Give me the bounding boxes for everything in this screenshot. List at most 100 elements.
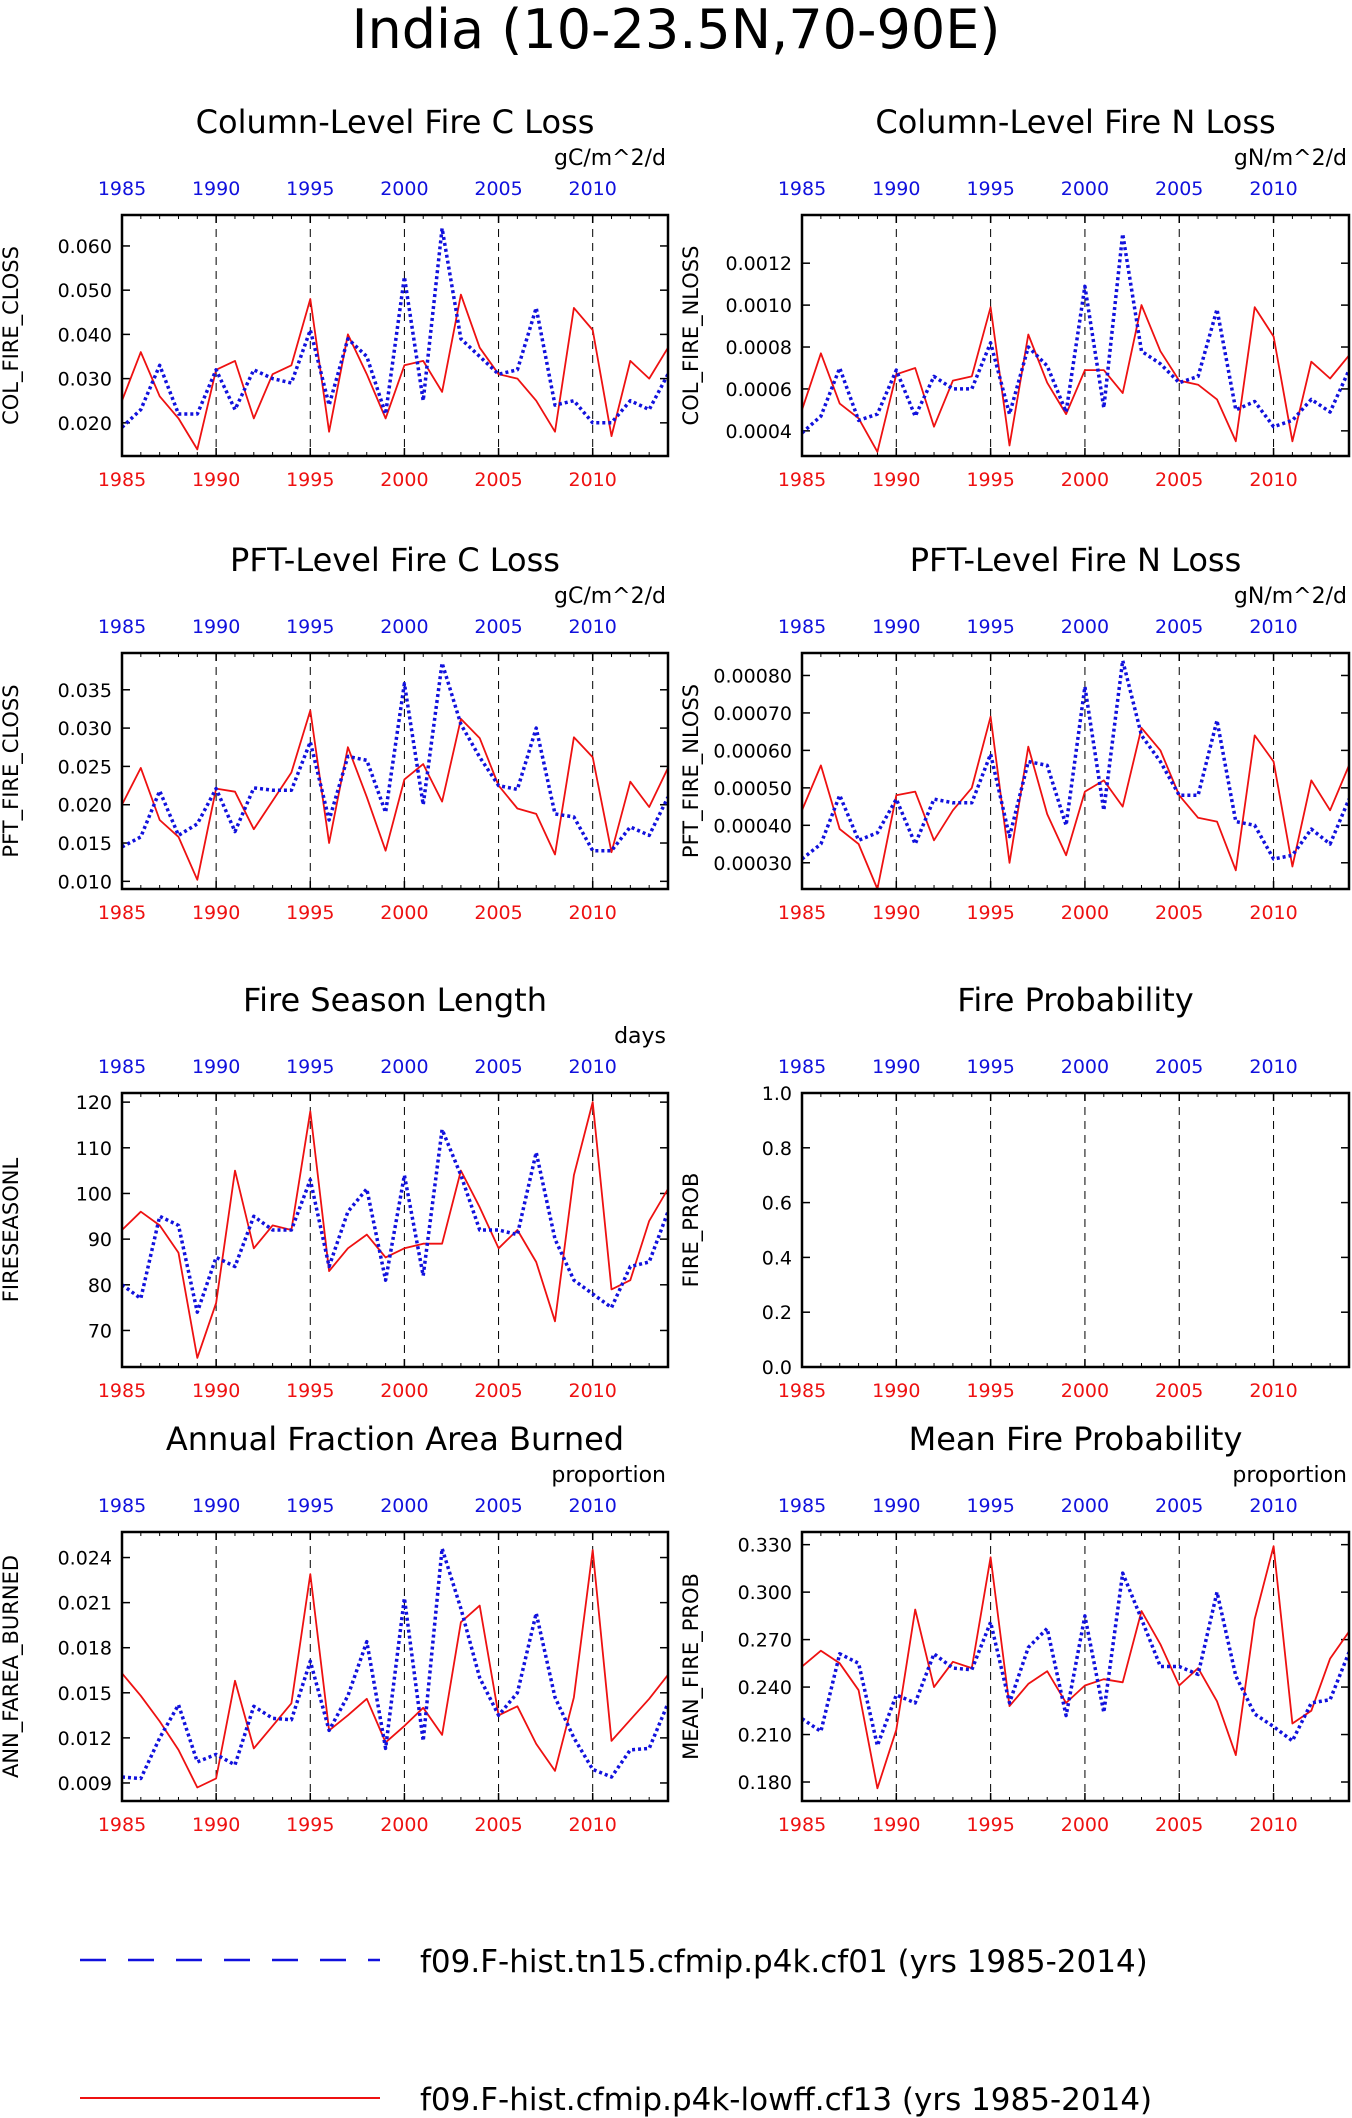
x-tick-label-top: 1995 — [286, 178, 334, 200]
x-tick-label-bottom: 1995 — [286, 1814, 334, 1836]
y-tick-label: 0.2 — [762, 1302, 792, 1324]
panel-units: gN/m^2/d — [1234, 146, 1347, 171]
chart-panel-8: Mean Fire Probability proportion 1985 1985 1… — [679, 1420, 1351, 1836]
x-tick-label-bottom: 1990 — [872, 1814, 920, 1836]
series-line-blue — [122, 1546, 668, 1781]
x-tick-label-top: 2005 — [1155, 178, 1203, 200]
y-tick-label: 0.0008 — [726, 337, 792, 359]
chart-panel-5: Fire Season Length days 1985 1985 1990 1990 19… — [0, 981, 670, 1402]
x-tick-label-top: 2010 — [1249, 1056, 1297, 1078]
y-tick-label: 0.300 — [738, 1582, 792, 1604]
x-tick-label-top: 1985 — [778, 1056, 826, 1078]
x-tick-label-bottom: 1990 — [872, 902, 920, 924]
x-tick-label-bottom: 2005 — [474, 902, 522, 924]
y-tick-label: 120 — [76, 1092, 112, 1114]
x-tick-label-bottom: 2010 — [1249, 1814, 1297, 1836]
y-tick-label: 0.050 — [58, 280, 112, 302]
panel-title: Fire Season Length — [243, 981, 547, 1019]
x-tick-label-top: 1995 — [966, 1056, 1014, 1078]
panel-units: gN/m^2/d — [1234, 584, 1347, 609]
x-tick-label-top: 2000 — [1061, 616, 1109, 638]
y-tick-label: 90 — [88, 1229, 112, 1251]
x-tick-label-bottom: 1995 — [966, 1814, 1014, 1836]
x-tick-label-top: 1990 — [192, 1495, 240, 1517]
y-tick-label: 0.015 — [58, 833, 112, 855]
panel-title: Annual Fraction Area Burned — [166, 1420, 624, 1458]
y-tick-label: 0.0012 — [726, 253, 792, 275]
x-tick-label-top: 1985 — [98, 616, 146, 638]
chart-panel-3: PFT-Level Fire C Loss gC/m^2/d 1985 1985 199… — [0, 541, 670, 924]
x-tick-label-top: 2005 — [1155, 1495, 1203, 1517]
x-tick-label-top: 2010 — [569, 616, 617, 638]
x-tick-label-top: 2005 — [1155, 1056, 1203, 1078]
y-tick-label: 1.0 — [762, 1083, 792, 1105]
series-line-red — [802, 1545, 1349, 1790]
x-tick-label-top: 2010 — [1249, 1495, 1297, 1517]
x-tick-label-top: 1985 — [98, 178, 146, 200]
x-tick-label-top: 1990 — [192, 616, 240, 638]
chart-panel-7: Annual Fraction Area Burned proportion 198… — [0, 1420, 670, 1836]
x-tick-label-top: 1995 — [286, 1056, 334, 1078]
x-tick-label-bottom: 1990 — [872, 1380, 920, 1402]
x-tick-label-bottom: 2010 — [1249, 1380, 1297, 1402]
plot-frame — [800, 1091, 1351, 1369]
panel-units: proportion — [1232, 1463, 1347, 1488]
x-tick-label-bottom: 2010 — [569, 469, 617, 491]
x-tick-label-top: 2000 — [380, 616, 428, 638]
y-tick-label: 0.018 — [58, 1638, 112, 1660]
x-tick-label-bottom: 1985 — [98, 1380, 146, 1402]
series-line-blue — [802, 658, 1349, 861]
y-tick-label: 0.060 — [58, 236, 112, 258]
y-tick-label: 0.0 — [762, 1357, 792, 1379]
x-tick-label-top: 2010 — [1249, 178, 1297, 200]
x-tick-label-bottom: 1995 — [286, 902, 334, 924]
panel-units: gC/m^2/d — [554, 146, 666, 171]
plot-frame — [800, 213, 1351, 458]
panel-title: Fire Probability — [957, 981, 1193, 1019]
x-tick-label-bottom: 2010 — [569, 902, 617, 924]
x-tick-label-bottom: 2010 — [1249, 902, 1297, 924]
x-tick-label-top: 1990 — [192, 1056, 240, 1078]
x-tick-label-top: 1990 — [872, 616, 920, 638]
y-tick-label: 0.040 — [58, 324, 112, 346]
x-tick-label-top: 2005 — [474, 616, 522, 638]
x-tick-label-top: 1990 — [872, 1495, 920, 1517]
y-tick-label: 0.180 — [738, 1772, 792, 1794]
panel-title: Mean Fire Probability — [909, 1420, 1243, 1458]
x-tick-label-bottom: 2010 — [569, 1380, 617, 1402]
y-tick-label: 0.021 — [58, 1593, 112, 1615]
y-tick-label: 0.240 — [738, 1677, 792, 1699]
y-tick-label: 0.6 — [762, 1193, 792, 1215]
x-tick-label-bottom: 2010 — [569, 1814, 617, 1836]
x-tick-label-bottom: 1985 — [98, 469, 146, 491]
series-line-red — [122, 1101, 668, 1359]
y-tick-label: 0.010 — [58, 871, 112, 893]
y-tick-label: 0.020 — [58, 413, 112, 435]
y-tick-label: 70 — [88, 1320, 112, 1342]
y-tick-label: 80 — [88, 1275, 112, 1297]
x-tick-label-bottom: 1985 — [778, 469, 826, 491]
panel-units: proportion — [551, 1463, 666, 1488]
y-axis-label: COL_FIRE_NLOSS — [679, 246, 704, 426]
y-tick-label: 0.00030 — [713, 853, 792, 875]
x-tick-label-bottom: 2000 — [380, 469, 428, 491]
y-axis-label: FIRE_PROB — [679, 1173, 704, 1288]
x-tick-label-top: 1990 — [872, 178, 920, 200]
x-tick-label-top: 1985 — [98, 1056, 146, 1078]
y-tick-label: 0.009 — [58, 1773, 112, 1795]
x-tick-label-bottom: 1990 — [192, 1814, 240, 1836]
y-tick-label: 0.024 — [58, 1548, 112, 1570]
y-axis-label: PFT_FIRE_NLOSS — [679, 684, 704, 858]
y-tick-label: 0.025 — [58, 756, 112, 778]
plot-frame — [800, 651, 1351, 891]
x-tick-label-top: 1985 — [778, 178, 826, 200]
y-tick-label: 0.4 — [762, 1247, 792, 1269]
series-line-red — [802, 715, 1349, 889]
series-line-blue — [122, 226, 668, 429]
plot-frame — [800, 1530, 1351, 1803]
x-tick-label-bottom: 1990 — [192, 469, 240, 491]
legend: f09.F-hist.tn15.cfmip.p4k.cf01 (yrs 1985… — [80, 1944, 1152, 2118]
x-tick-label-bottom: 2005 — [474, 1380, 522, 1402]
y-tick-label: 0.0010 — [726, 295, 792, 317]
plot-frame — [120, 651, 670, 891]
